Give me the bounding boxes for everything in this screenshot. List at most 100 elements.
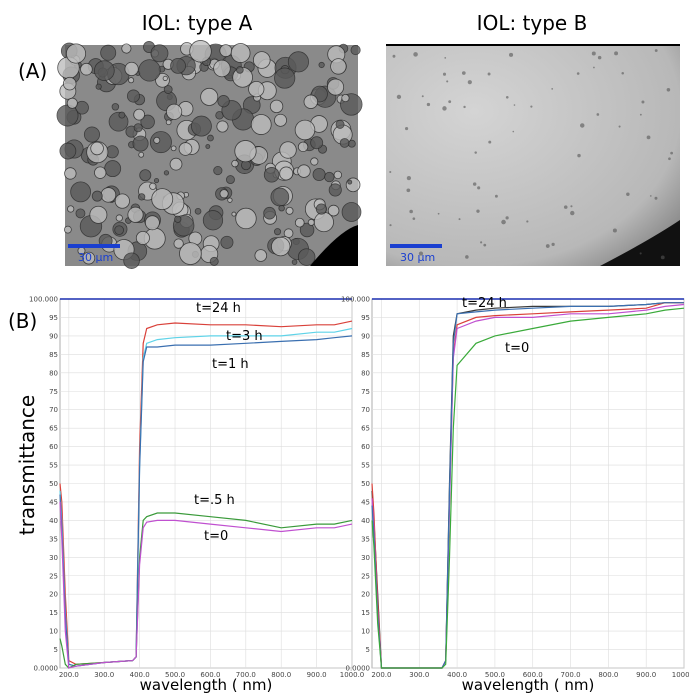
- speck: [444, 57, 447, 59]
- column-title: IOL: type B: [477, 11, 588, 35]
- speck: [501, 219, 506, 225]
- cell: [94, 166, 107, 179]
- speck: [654, 49, 658, 52]
- speck: [654, 196, 658, 200]
- y-tick-label: 65: [49, 425, 58, 433]
- cell: [95, 83, 102, 90]
- y-tick-label: 75: [49, 388, 58, 396]
- cell: [297, 248, 316, 266]
- speck: [612, 228, 617, 233]
- cell: [328, 183, 342, 197]
- y-tick-label: 20: [49, 591, 58, 599]
- cell: [297, 164, 311, 178]
- cell: [174, 215, 182, 223]
- cell: [80, 62, 93, 76]
- cell: [274, 67, 296, 89]
- y-tick-label: 45: [49, 498, 58, 506]
- annotation: t=3 h: [226, 329, 263, 344]
- cell: [149, 131, 172, 154]
- cell: [70, 181, 91, 203]
- scale-label: 30 µm: [400, 251, 435, 264]
- y-tick-label: 5: [366, 646, 370, 654]
- speck: [488, 140, 492, 144]
- cell: [200, 87, 219, 106]
- cell: [127, 206, 144, 223]
- speck: [426, 102, 431, 107]
- y-tick-label: 85: [49, 351, 58, 359]
- cell: [140, 114, 155, 130]
- speck: [551, 88, 554, 90]
- y-tick-label: 80: [361, 369, 370, 377]
- cell: [231, 159, 239, 168]
- y-tick-label: 40: [49, 517, 58, 525]
- cell: [324, 171, 335, 183]
- y-tick-label: 5: [54, 646, 58, 654]
- speck: [666, 88, 671, 92]
- cell: [339, 138, 350, 148]
- speck: [461, 71, 466, 75]
- x-tick-label: 900.0: [636, 671, 656, 679]
- y-tick-label: 95: [361, 314, 370, 322]
- y-tick-label: 30: [49, 554, 58, 562]
- speck: [442, 106, 447, 111]
- speck: [421, 95, 424, 98]
- y-tick-label: 75: [361, 388, 370, 396]
- cell: [170, 145, 177, 152]
- cell: [104, 160, 122, 178]
- cell: [75, 208, 86, 219]
- speck: [418, 251, 424, 256]
- cell: [150, 44, 169, 63]
- cell: [163, 170, 170, 176]
- cell: [83, 126, 100, 143]
- cell: [118, 111, 126, 119]
- speck: [597, 55, 602, 60]
- cell: [347, 179, 353, 185]
- speck: [526, 220, 529, 223]
- cell: [209, 256, 219, 266]
- y-tick-label: 100.000: [341, 296, 370, 304]
- cell: [89, 205, 108, 224]
- speck: [551, 242, 555, 246]
- cell: [219, 189, 229, 199]
- cell: [94, 60, 115, 81]
- cell: [151, 188, 174, 211]
- cell: [220, 235, 234, 249]
- speck: [639, 113, 642, 116]
- cell: [114, 225, 124, 236]
- cell: [270, 187, 290, 207]
- cell: [63, 225, 72, 234]
- speck: [446, 80, 449, 83]
- cell: [213, 165, 223, 176]
- speck: [505, 216, 509, 220]
- cell: [350, 45, 361, 56]
- cell: [303, 94, 319, 109]
- speck: [577, 153, 581, 158]
- speck: [614, 51, 619, 56]
- y-tick-label: 0.0000: [346, 665, 371, 673]
- cell: [126, 89, 140, 103]
- cell: [310, 157, 319, 166]
- speck: [458, 218, 461, 221]
- y-tick-label: 85: [361, 351, 370, 359]
- cell: [279, 141, 297, 159]
- x-tick-label: 1000.0: [340, 671, 365, 679]
- cell: [111, 103, 120, 111]
- x-tick-label: 500.0: [165, 671, 185, 679]
- x-axis-label: wavelength ( nm): [140, 676, 273, 693]
- y-tick-label: 50: [49, 480, 58, 488]
- speck: [405, 127, 409, 131]
- cell: [254, 249, 268, 262]
- speck: [660, 255, 665, 260]
- cell: [189, 40, 212, 63]
- annotation: t=0: [505, 341, 529, 356]
- speck: [406, 175, 411, 181]
- x-tick-label: 800.0: [598, 671, 618, 679]
- speck: [477, 186, 481, 190]
- cell: [165, 119, 172, 126]
- image-shadow: [600, 220, 680, 266]
- cell: [115, 214, 123, 222]
- cell: [234, 140, 257, 163]
- cell: [124, 61, 139, 77]
- cell: [341, 93, 350, 103]
- cell: [299, 222, 315, 238]
